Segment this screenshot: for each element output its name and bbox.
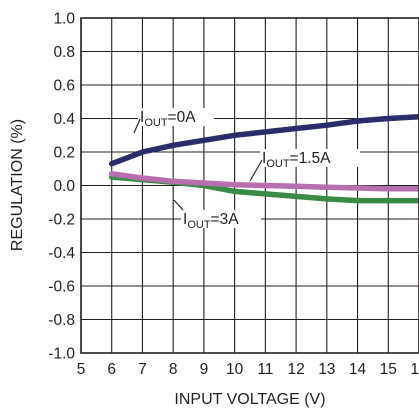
y-tick-label: 0.6 xyxy=(53,78,75,95)
y-tick-label: -0.4 xyxy=(48,245,75,262)
annotation-background xyxy=(260,149,360,167)
y-tick-label: -0.6 xyxy=(48,279,75,296)
x-tick-label: 12 xyxy=(287,361,304,378)
x-tick-label: 10 xyxy=(226,361,244,378)
annotation-label-iout-3a: IOUT=3A xyxy=(183,211,239,231)
series-lines xyxy=(108,114,419,204)
y-tick-label: 0.0 xyxy=(53,178,75,195)
annotation-background xyxy=(181,210,261,228)
y-tick-label: 0.4 xyxy=(53,111,75,128)
x-axis-label: INPUT VOLTAGE (V) xyxy=(174,391,325,408)
x-tick-label: 11 xyxy=(257,361,273,378)
x-tick-label: 9 xyxy=(200,361,209,378)
y-tick-label: 0.8 xyxy=(53,44,75,61)
annotation-leader-line xyxy=(249,159,263,182)
annotation-leader-line xyxy=(133,118,141,134)
y-tick-label: 0.2 xyxy=(53,145,75,162)
x-tick-label: 8 xyxy=(169,361,178,378)
annotation-label-iout-1-5a: IOUT=1.5A xyxy=(262,150,331,170)
annotation-label-iout-0a: IOUT=0A xyxy=(140,109,196,129)
x-tick-label: 14 xyxy=(349,361,367,378)
x-tick-label: 15 xyxy=(380,361,397,378)
series-annotations: IOUT=0A IOUT=1.5A IOUT=3A xyxy=(133,108,360,231)
plot-frame xyxy=(80,17,419,354)
y-tick-label: -0.8 xyxy=(48,312,75,329)
x-tick-label: 6 xyxy=(107,361,116,378)
annotation-background xyxy=(138,108,214,126)
x-axis-tick-labels: 5 6 7 8 9 10 11 12 13 14 15 16 xyxy=(77,361,419,378)
series-line-iout-1-5a xyxy=(108,171,419,192)
annotation-leader-line xyxy=(173,199,184,211)
series-line-iout-0a xyxy=(108,114,419,167)
y-axis-label: REGULATION (%) xyxy=(9,119,26,251)
y-tick-label: 1.0 xyxy=(53,11,75,28)
y-tick-label: -1.0 xyxy=(48,346,75,363)
x-tick-label: 7 xyxy=(138,361,147,378)
x-tick-label: 13 xyxy=(318,361,335,378)
y-tick-label: -0.2 xyxy=(48,212,75,229)
x-tick-label: 16 xyxy=(410,361,419,378)
y-axis-tick-labels: 1.0 0.8 0.6 0.4 0.2 0.0 -0.2 -0.4 -0.6 -0.8 -1.0 xyxy=(48,11,75,363)
x-tick-label: 5 xyxy=(77,361,86,378)
